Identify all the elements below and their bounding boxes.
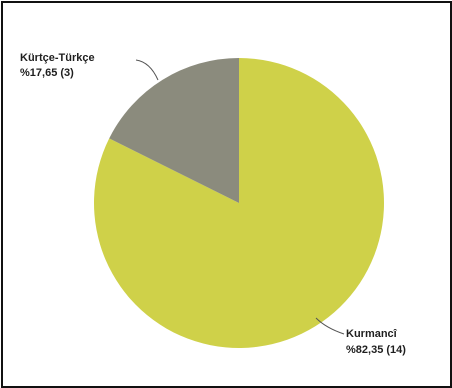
leader-line-kurmanci bbox=[315, 317, 345, 335]
pie-slice-kurtce-turkce bbox=[109, 58, 239, 203]
slice-label-kurtce-turkce-value: %17,65 (3) bbox=[20, 67, 74, 79]
pie-slice-kurmanci bbox=[94, 58, 384, 348]
slice-label-kurmanci-name: Kurmancî bbox=[346, 328, 398, 340]
slice-label-kurmanci-value: %82,35 (14) bbox=[346, 344, 406, 356]
slice-label-kurtce-turkce-name: Kürtçe-Türkçe bbox=[20, 52, 95, 64]
pie-slices bbox=[94, 58, 384, 348]
leader-line-kurtce-turkce bbox=[135, 59, 159, 81]
